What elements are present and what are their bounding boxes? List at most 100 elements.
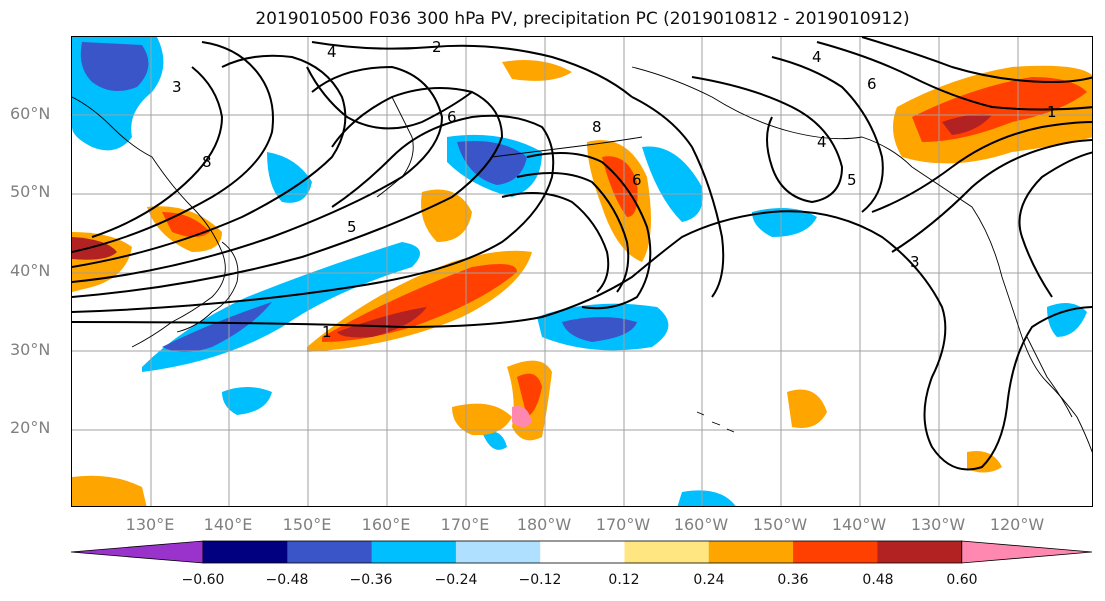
pv-contour-6 bbox=[72, 41, 274, 253]
contour-label-1b: 1 bbox=[1047, 103, 1057, 121]
lon-label-140w: 140°W bbox=[831, 515, 887, 534]
contour-label-2: 2 bbox=[432, 38, 442, 56]
pos-shade-hawaii-pink bbox=[512, 406, 532, 427]
pos-shade-gulf-tail bbox=[452, 403, 512, 436]
lon-label-140e: 140°E bbox=[203, 515, 253, 534]
neg-shade-jet-core bbox=[162, 302, 272, 352]
pv-contour-2 bbox=[72, 114, 555, 313]
contour-label-3: 3 bbox=[172, 78, 182, 96]
coast-na-west bbox=[911, 166, 1092, 453]
coast-baja bbox=[1026, 336, 1073, 418]
contour-label-5b: 5 bbox=[847, 171, 857, 189]
colorbar-extend-high bbox=[961, 540, 1093, 564]
colorbar-segment bbox=[203, 541, 288, 563]
lat-label-40n: 40°N bbox=[10, 261, 51, 280]
colorbar-segment bbox=[708, 541, 794, 563]
contour-label-6: 6 bbox=[447, 108, 457, 126]
colorbar-label-neg012: −0.12 bbox=[518, 572, 562, 588]
neg-shade-nw-core bbox=[80, 42, 149, 91]
colorbar-label-012: 0.12 bbox=[608, 572, 640, 588]
coast-japan bbox=[176, 241, 239, 333]
pos-shade-dateline-north bbox=[421, 189, 472, 242]
neg-shade-east-pac bbox=[752, 208, 817, 237]
colorbar-extend-low bbox=[71, 540, 204, 564]
colorbar-label-024: 0.24 bbox=[693, 572, 725, 588]
pv-contours bbox=[72, 37, 1092, 471]
coastlines bbox=[72, 66, 1092, 453]
pv-contour-20 bbox=[1018, 151, 1092, 298]
colorbar-segment bbox=[287, 541, 373, 563]
lon-label-130w: 130°W bbox=[910, 515, 966, 534]
pv-contour-15 bbox=[771, 56, 884, 213]
colorbar-label-036: 0.36 bbox=[777, 572, 809, 588]
map-canvas: 4 2 3 6 8 5 6 8 5 4 1 3 6 4 1 bbox=[72, 37, 1092, 506]
colorbar-label-neg036: −0.36 bbox=[349, 572, 393, 588]
graticule bbox=[72, 37, 1092, 506]
coast-hawaii bbox=[696, 411, 735, 433]
contour-label-6b: 6 bbox=[632, 171, 642, 189]
pv-contour-19 bbox=[891, 139, 1092, 253]
lon-label-170w: 170°W bbox=[595, 515, 651, 534]
pos-shade-pnw-core bbox=[942, 114, 992, 135]
colorbar-label-060: 0.60 bbox=[946, 572, 978, 588]
pv-contour-17 bbox=[861, 37, 1092, 84]
colorbar-segment bbox=[371, 541, 457, 563]
pv-contour-18 bbox=[871, 121, 1092, 213]
contour-label-3b: 3 bbox=[910, 253, 920, 271]
lon-label-150e: 150°E bbox=[282, 515, 332, 534]
contour-label-4: 4 bbox=[327, 43, 337, 61]
contour-label-4c: 4 bbox=[812, 48, 822, 66]
neg-shade-socal bbox=[1047, 303, 1087, 337]
lon-label-160e: 160°E bbox=[361, 515, 411, 534]
lon-label-150w: 150°W bbox=[752, 515, 808, 534]
pv-contour-10 bbox=[526, 152, 652, 310]
pos-shade-west-edge-core bbox=[72, 237, 117, 260]
colorbar-label-048: 0.48 bbox=[862, 572, 894, 588]
neg-shade-subtropics-2 bbox=[482, 431, 507, 450]
lat-label-30n: 30°N bbox=[10, 340, 51, 359]
pv-contour-8 bbox=[311, 41, 633, 98]
map-title: 2019010500 F036 300 hPa PV, precipitatio… bbox=[255, 9, 910, 29]
colorbar-segments bbox=[71, 540, 1093, 564]
pv-contour-16 bbox=[816, 41, 1092, 111]
contour-label-8: 8 bbox=[592, 118, 602, 136]
neg-shade-central-pac-core bbox=[562, 317, 637, 342]
lon-label-160w: 160°W bbox=[673, 515, 729, 534]
pv-contour-7 bbox=[91, 66, 224, 238]
pv-contour-4 bbox=[72, 65, 444, 283]
colorbar-outline bbox=[202, 540, 963, 564]
pv-contour-5 bbox=[72, 54, 347, 268]
lat-label-60n: 60°N bbox=[10, 104, 51, 123]
pv-contour-1 bbox=[72, 210, 1092, 471]
pv-contour-3 bbox=[72, 87, 504, 298]
pos-shade-baja bbox=[967, 451, 1002, 473]
pos-shade-aleutian-strip bbox=[502, 59, 572, 81]
lon-label-180w: 180°W bbox=[516, 515, 572, 534]
neg-shade-subtropics-3 bbox=[677, 490, 736, 506]
colorbar-label-neg024: −0.24 bbox=[434, 572, 478, 588]
coast-asia bbox=[72, 96, 226, 348]
pv-contour-13 bbox=[631, 96, 725, 298]
coast-aleutians bbox=[491, 136, 643, 158]
pv-contour-9 bbox=[306, 66, 473, 130]
negative-precip-shading bbox=[72, 37, 1087, 506]
neg-shade-subtropics-1 bbox=[222, 387, 272, 415]
lat-label-20n: 20°N bbox=[10, 418, 51, 437]
neg-shade-japan-sea bbox=[267, 152, 312, 203]
coast-kamchatka bbox=[376, 96, 414, 198]
colorbar-label-neg060: −0.60 bbox=[181, 572, 225, 588]
colorbar-segment bbox=[455, 541, 541, 563]
map-panel: 4 2 3 6 8 5 6 8 5 4 1 3 6 4 1 bbox=[71, 36, 1093, 507]
contour-label-8b: 8 bbox=[202, 153, 212, 171]
colorbar-label-neg048: −0.48 bbox=[265, 572, 309, 588]
pv-contour-11 bbox=[516, 172, 630, 293]
pos-shade-sw-corner bbox=[72, 475, 147, 506]
pos-shade-central-east bbox=[787, 389, 827, 428]
contour-label-6c: 6 bbox=[867, 75, 877, 93]
contour-label-1: 1 bbox=[322, 323, 332, 341]
lon-label-120w: 120°W bbox=[989, 515, 1045, 534]
colorbar-segment bbox=[877, 541, 963, 563]
contour-label-5: 5 bbox=[347, 218, 357, 236]
neg-shade-kamchatka-core bbox=[457, 141, 527, 185]
lon-label-130e: 130°E bbox=[125, 515, 175, 534]
